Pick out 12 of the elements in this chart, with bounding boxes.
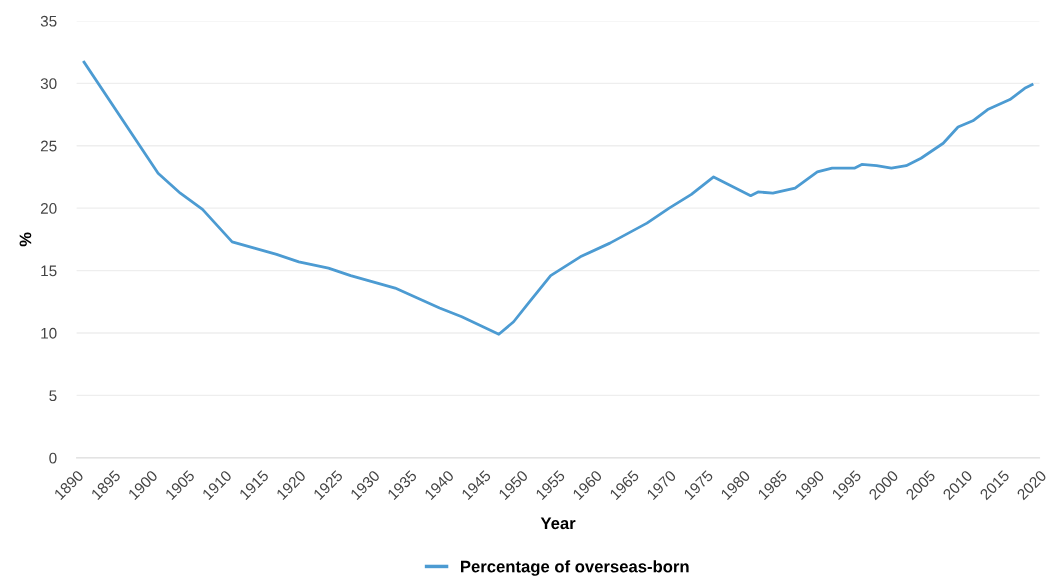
y-tick-label: 10	[41, 327, 57, 339]
line-series	[82, 60, 1034, 336]
y-tick-label: 30	[40, 78, 57, 90]
y-tick-label: 20	[40, 203, 57, 214]
y-tick-label: 35	[40, 15, 57, 27]
legend-label: Percentage of overseas-born	[461, 560, 689, 576]
y-axis-title: %	[19, 232, 32, 247]
y-tick-label: 0	[49, 452, 57, 464]
x-axis-title: Year	[540, 517, 576, 530]
y-tick-label: 15	[41, 265, 57, 277]
y-tick-label: 5	[49, 390, 57, 402]
y-tick-label: 25	[40, 140, 57, 152]
